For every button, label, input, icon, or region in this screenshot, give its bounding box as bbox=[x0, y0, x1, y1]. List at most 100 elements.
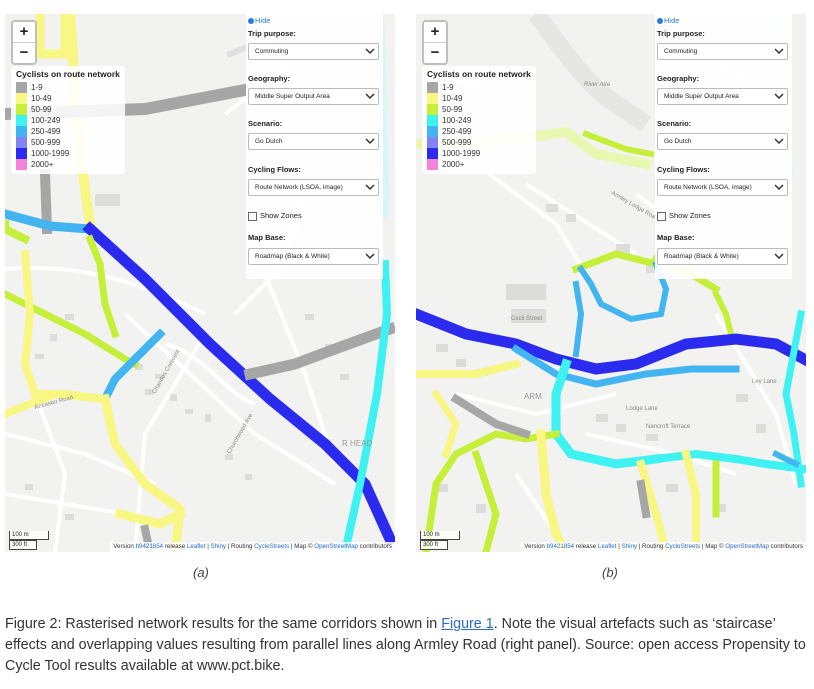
shiny-link[interactable]: Shiny bbox=[210, 543, 226, 550]
map-base-select[interactable]: Roadmap (Black & White) bbox=[657, 248, 788, 265]
geography-label: Geography: bbox=[657, 74, 700, 83]
legend-item: 250-499 bbox=[427, 126, 531, 137]
chevron-down-icon bbox=[774, 48, 784, 55]
legend-swatch bbox=[427, 93, 438, 104]
cyclestreets-link[interactable]: CycleStreets bbox=[254, 543, 290, 550]
zoom-out-button[interactable]: − bbox=[13, 42, 35, 63]
legend: Cyclists on route network 1-9 10-49 50-9… bbox=[11, 66, 125, 174]
show-zones-checkbox[interactable]: Show Zones bbox=[248, 211, 302, 221]
geography-select[interactable]: Middle Super Output Area bbox=[657, 88, 788, 105]
chevron-down-icon bbox=[365, 184, 375, 191]
leaflet-link[interactable]: Leaflet bbox=[597, 543, 617, 550]
legend-label: 50-99 bbox=[31, 105, 52, 114]
version-link[interactable]: b9421854 bbox=[546, 543, 575, 550]
building-blocks-b bbox=[436, 204, 766, 513]
legend-swatch bbox=[16, 159, 27, 170]
legend-swatch bbox=[427, 137, 438, 148]
show-zones-label: Show Zones bbox=[260, 211, 302, 220]
release-text: release bbox=[575, 543, 597, 550]
leaflet-link[interactable]: Leaflet bbox=[186, 543, 206, 550]
legend-label: 1-9 bbox=[442, 83, 454, 92]
legend-label: 10-49 bbox=[442, 94, 463, 103]
legend-label: 10-49 bbox=[31, 94, 52, 103]
cycling-flows-select[interactable]: Route Network (LSOA, image) bbox=[657, 179, 788, 196]
hide-toggle[interactable]: Hide bbox=[248, 16, 270, 25]
panel-label-b: (b) bbox=[602, 565, 618, 580]
legend-label: 100-249 bbox=[442, 116, 472, 125]
legend-label: 2000+ bbox=[31, 160, 54, 169]
scenario-select[interactable]: Go Dutch bbox=[657, 133, 788, 150]
legend-label: 500-999 bbox=[31, 138, 61, 147]
zoom-control: + − bbox=[11, 20, 37, 65]
routing-text: | Routing bbox=[637, 543, 666, 550]
legend-item: 2000+ bbox=[427, 159, 531, 170]
legend-swatch bbox=[16, 137, 27, 148]
select-value: Route Network (LSOA, image) bbox=[255, 184, 343, 191]
chevron-down-icon bbox=[365, 48, 375, 55]
osm-link[interactable]: OpenStreetMap bbox=[725, 543, 769, 550]
controls-panel: Hide Trip purpose: Commuting Geography: … bbox=[246, 14, 383, 279]
map-base-select[interactable]: Roadmap (Black & White) bbox=[248, 248, 379, 265]
route-network-a bbox=[5, 14, 395, 552]
legend-swatch bbox=[427, 104, 438, 115]
legend-swatch bbox=[427, 115, 438, 126]
cyclestreets-link[interactable]: CycleStreets bbox=[665, 543, 701, 550]
legend-label: 50-99 bbox=[442, 105, 463, 114]
legend-label: 1000-1999 bbox=[442, 149, 481, 158]
select-value: Middle Super Output Area bbox=[664, 93, 739, 100]
attribution: Version b9421854 release Leaflet | Shiny… bbox=[521, 542, 806, 552]
cycling-flows-label: Cycling Flows: bbox=[657, 165, 710, 174]
osm-link[interactable]: OpenStreetMap bbox=[314, 543, 358, 550]
version-link[interactable]: b9421854 bbox=[135, 543, 164, 550]
figure-1-link[interactable]: Figure 1 bbox=[441, 616, 494, 632]
legend-item: 2000+ bbox=[16, 159, 120, 170]
legend-title: Cyclists on route network bbox=[16, 69, 120, 79]
caption-text: Figure 2: Rasterised network results for… bbox=[5, 616, 442, 632]
legend-item: 500-999 bbox=[16, 137, 120, 148]
show-zones-checkbox[interactable]: Show Zones bbox=[657, 211, 711, 221]
map-base-label: Map Base: bbox=[248, 233, 286, 242]
legend-swatch bbox=[16, 93, 27, 104]
map-panel-b[interactable]: River Aire Cecil Street ARM Nancroft Ter… bbox=[416, 14, 806, 552]
select-value: Commuting bbox=[255, 48, 289, 55]
figure-caption: Figure 2: Rasterised network results for… bbox=[5, 614, 810, 677]
legend-item: 100-249 bbox=[427, 115, 531, 126]
release-text: release bbox=[164, 543, 186, 550]
checkbox-icon bbox=[248, 211, 257, 221]
legend-swatch bbox=[16, 82, 27, 93]
hide-label: Hide bbox=[664, 16, 680, 25]
select-value: Commuting bbox=[664, 48, 698, 55]
legend-item: 10-49 bbox=[427, 93, 531, 104]
shiny-link[interactable]: Shiny bbox=[621, 543, 637, 550]
chevron-down-icon bbox=[774, 253, 784, 260]
cycling-flows-select[interactable]: Route Network (LSOA, image) bbox=[248, 179, 379, 196]
map-panel-a[interactable]: Ancaster Road Chandos Crescent Churchwoo… bbox=[5, 14, 395, 552]
legend-swatch bbox=[427, 82, 438, 93]
legend-swatch bbox=[16, 148, 27, 159]
trip-purpose-select[interactable]: Commuting bbox=[657, 43, 788, 60]
legend-item: 100-249 bbox=[16, 115, 120, 126]
legend-item: 10-49 bbox=[16, 93, 120, 104]
zoom-out-button[interactable]: − bbox=[424, 42, 446, 63]
scenario-select[interactable]: Go Dutch bbox=[248, 133, 379, 150]
select-value: Middle Super Output Area bbox=[255, 93, 330, 100]
show-zones-label: Show Zones bbox=[669, 211, 711, 220]
map-label-river-aire: River Aire bbox=[584, 82, 611, 88]
hide-toggle[interactable]: Hide bbox=[657, 16, 679, 25]
zoom-in-button[interactable]: + bbox=[13, 22, 35, 42]
scale-bar: 100 m 300 ft bbox=[420, 531, 460, 550]
legend-swatch bbox=[16, 104, 27, 115]
scenario-label: Scenario: bbox=[248, 119, 283, 128]
map-base-label: Map Base: bbox=[657, 233, 695, 242]
select-value: Go Dutch bbox=[664, 138, 692, 145]
chevron-down-icon bbox=[774, 184, 784, 191]
map-label-rhead: R HEAD bbox=[342, 439, 372, 448]
trip-purpose-select[interactable]: Commuting bbox=[248, 43, 379, 60]
geography-select[interactable]: Middle Super Output Area bbox=[248, 88, 379, 105]
legend-label: 250-499 bbox=[31, 127, 61, 136]
legend-label: 500-999 bbox=[442, 138, 472, 147]
attribution: Version b9421854 release Leaflet | Shiny… bbox=[110, 542, 395, 552]
zoom-in-button[interactable]: + bbox=[424, 22, 446, 42]
attribution-sep: | bbox=[616, 543, 622, 550]
legend-item: 250-499 bbox=[16, 126, 120, 137]
